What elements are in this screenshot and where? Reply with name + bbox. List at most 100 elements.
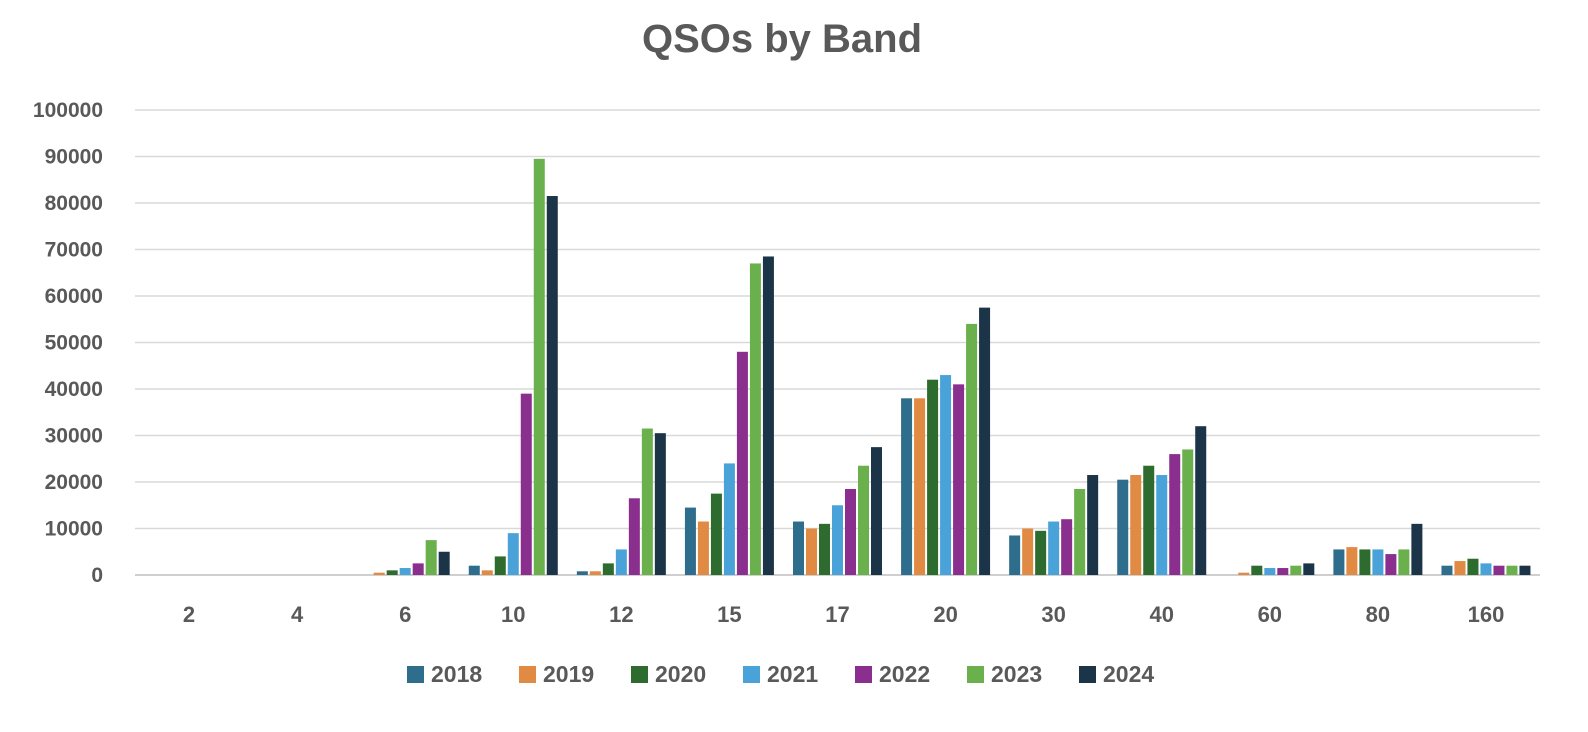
x-tick-label: 6 [399,602,411,627]
bar-17-2018 [793,521,804,575]
x-tick-label: 17 [825,602,849,627]
bar-60-2020 [1251,565,1263,575]
x-tick-label: 30 [1041,602,1065,627]
bar-12-2023 [641,428,653,575]
bar-10-2019 [481,570,493,575]
bar-20-2022 [953,384,965,575]
bar-160-2022 [1493,565,1505,575]
bar-15-2024 [762,256,774,575]
bar-80-2021 [1372,549,1384,575]
bar-6-2022 [412,563,424,575]
x-axis-ticks: 2 4 6 10 12 15 17 20 30 40 60 80 160 [183,602,1504,627]
bar-10-2024 [546,196,558,575]
bar-80-2024 [1411,523,1423,575]
bar-60-2023 [1290,565,1302,575]
x-tick-label: 10 [501,602,525,627]
bar-160-2019 [1454,561,1466,575]
bar-30-2024 [1087,475,1099,575]
bar-12-2018 [576,571,588,575]
y-tick-label: 40000 [45,378,103,401]
bar-17-2020 [819,523,830,575]
bar-15-2021 [723,463,735,575]
bar-20-2021 [940,375,952,575]
bar-40-2020 [1143,465,1155,575]
bar-80-2022 [1385,554,1397,575]
y-tick-label: 50000 [45,332,103,355]
legend-label: 2023 [991,661,1042,687]
legend-swatch-2023 [967,666,984,683]
bar-30-2020 [1035,530,1047,575]
bars [373,158,1531,575]
legend-label: 2018 [431,661,482,687]
bar-160-2021 [1480,563,1492,575]
bar-12-2021 [615,549,627,575]
legend-swatch-2020 [631,666,648,683]
bar-15-2018 [684,507,696,575]
legend-swatch-2021 [743,666,760,683]
bar-6-2021 [399,568,411,575]
x-tick-label: 12 [609,602,633,627]
y-tick-label: 30000 [45,425,103,448]
bar-12-2024 [654,433,666,575]
bar-6-2023 [425,540,437,575]
legend-swatch-2019 [519,666,536,683]
legend-label: 2019 [543,661,594,687]
x-tick-label: 160 [1468,602,1505,627]
bar-40-2018 [1117,479,1129,575]
x-tick-label: 60 [1258,602,1282,627]
y-tick-label: 20000 [45,471,103,494]
bar-60-2021 [1264,568,1276,575]
x-tick-label: 4 [291,602,304,627]
legend-label: 2020 [655,661,706,687]
bar-160-2024 [1519,565,1531,575]
bar-160-2018 [1441,565,1453,575]
bar-20-2020 [927,379,939,575]
bar-10-2022 [520,393,532,575]
bar-17-2021 [832,505,843,575]
bar-30-2018 [1009,535,1021,575]
bar-12-2020 [602,563,614,575]
y-tick-label: 100000 [33,99,103,122]
bar-10-2018 [468,565,480,575]
bar-12-2022 [628,498,640,575]
bar-80-2023 [1398,549,1410,575]
bar-80-2020 [1359,549,1371,575]
bar-20-2019 [914,398,926,575]
legend-swatch-2022 [855,666,872,683]
bar-10-2020 [494,556,506,575]
y-tick-label: 80000 [45,192,103,215]
bar-30-2022 [1061,519,1073,575]
chart-title: QSOs by Band [642,17,922,61]
bar-40-2019 [1130,475,1142,575]
x-tick-label: 40 [1149,602,1173,627]
x-tick-label: 15 [717,602,741,627]
bar-17-2019 [806,528,817,575]
bar-6-2024 [438,551,450,575]
legend-swatch-2018 [407,666,424,683]
legend-label: 2024 [1103,661,1154,687]
bar-15-2022 [736,351,748,575]
x-tick-label: 80 [1366,602,1390,627]
y-tick-label: 90000 [45,146,103,169]
bar-60-2022 [1277,568,1289,575]
bar-160-2020 [1467,558,1479,575]
bar-30-2019 [1022,528,1034,575]
x-tick-label: 20 [933,602,957,627]
bar-10-2023 [533,158,545,575]
y-tick-label: 60000 [45,285,103,308]
bar-15-2019 [697,521,709,575]
y-tick-label: 70000 [45,239,103,262]
bar-30-2023 [1074,488,1086,575]
bar-40-2021 [1156,475,1168,575]
legend: 2018 2019 2020 2021 2022 2023 2024 [407,661,1154,687]
bar-20-2024 [979,307,991,575]
bar-80-2019 [1346,547,1358,575]
bar-20-2023 [966,323,978,575]
bar-17-2023 [858,465,869,575]
gridlines [135,109,1540,576]
bar-40-2023 [1182,449,1194,575]
bar-15-2023 [749,263,761,575]
bar-15-2020 [710,493,722,575]
bar-80-2018 [1333,549,1345,575]
x-tick-label: 2 [183,602,195,627]
